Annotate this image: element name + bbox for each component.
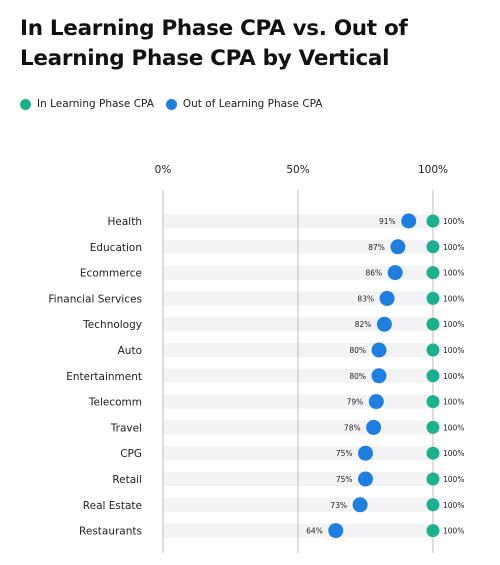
out-of-learning-point-education bbox=[390, 239, 406, 255]
out-of-learning-point-real-estate bbox=[352, 497, 368, 513]
in-learning-point-health bbox=[426, 214, 440, 228]
in-learning-label-auto: 100% bbox=[443, 346, 464, 355]
legend-item-out-of-learning: Out of Learning Phase CPA bbox=[165, 98, 323, 110]
in-learning-point-travel bbox=[426, 420, 440, 434]
out-of-learning-label-retail: 75% bbox=[336, 475, 353, 484]
in-learning-label-education: 100% bbox=[443, 243, 464, 252]
out-of-learning-label-financial-services: 83% bbox=[357, 294, 374, 303]
in-learning-label-ecommerce: 100% bbox=[443, 269, 464, 278]
out-of-learning-label-cpg: 75% bbox=[336, 449, 353, 458]
in-learning-label-entertainment: 100% bbox=[443, 372, 464, 381]
legend-dot-out-of-learning bbox=[165, 98, 177, 110]
out-of-learning-label-travel: 78% bbox=[344, 423, 361, 432]
in-learning-label-travel: 100% bbox=[443, 423, 464, 432]
in-learning-label-cpg: 100% bbox=[443, 449, 464, 458]
category-label-cpg: CPG bbox=[120, 448, 142, 460]
out-of-learning-label-real-estate: 73% bbox=[330, 501, 347, 510]
chart-title: In Learning Phase CPA vs. Out of Learnin… bbox=[20, 16, 408, 71]
out-of-learning-point-telecomm bbox=[368, 394, 384, 410]
in-learning-point-telecomm bbox=[426, 395, 440, 409]
in-learning-label-technology: 100% bbox=[443, 320, 464, 329]
legend-item-in-learning: In Learning Phase CPA bbox=[20, 98, 154, 110]
out-of-learning-point-health bbox=[401, 213, 417, 229]
out-of-learning-label-auto: 80% bbox=[349, 346, 366, 355]
in-learning-label-financial-services: 100% bbox=[443, 294, 464, 303]
out-of-learning-label-entertainment: 80% bbox=[349, 372, 366, 381]
in-learning-point-education bbox=[426, 240, 440, 254]
category-label-restaurants: Restaurants bbox=[79, 526, 142, 538]
legend-dot-in-learning bbox=[20, 98, 31, 110]
in-learning-point-ecommerce bbox=[426, 266, 440, 280]
out-of-learning-point-financial-services bbox=[379, 290, 395, 306]
category-label-real-estate: Real Estate bbox=[83, 500, 142, 512]
out-of-learning-label-technology: 82% bbox=[355, 320, 372, 329]
in-learning-label-telecomm: 100% bbox=[443, 398, 464, 407]
legend: In Learning Phase CPA Out of Learning Ph… bbox=[20, 98, 335, 110]
in-learning-point-restaurants bbox=[426, 524, 440, 538]
category-label-ecommerce: Ecommerce bbox=[80, 268, 142, 280]
category-label-retail: Retail bbox=[112, 474, 142, 486]
x-tick-label-0: 0% bbox=[155, 164, 172, 176]
category-label-financial-services: Financial Services bbox=[48, 293, 142, 305]
category-label-health: Health bbox=[108, 216, 142, 228]
out-of-learning-point-cpg bbox=[358, 445, 373, 461]
in-learning-label-retail: 100% bbox=[443, 475, 464, 484]
in-learning-point-technology bbox=[426, 317, 440, 331]
category-label-auto: Auto bbox=[118, 345, 142, 357]
in-learning-label-health: 100% bbox=[443, 217, 464, 226]
in-learning-point-entertainment bbox=[426, 369, 440, 383]
category-label-telecomm: Telecomm bbox=[88, 397, 142, 409]
out-of-learning-label-telecomm: 79% bbox=[347, 398, 364, 407]
out-of-learning-label-restaurants: 64% bbox=[306, 527, 323, 536]
category-label-travel: Travel bbox=[110, 422, 142, 434]
out-of-learning-label-ecommerce: 86% bbox=[366, 269, 383, 278]
out-of-learning-point-auto bbox=[371, 342, 387, 358]
category-label-entertainment: Entertainment bbox=[66, 371, 142, 383]
category-label-education: Education bbox=[90, 242, 142, 254]
out-of-learning-point-entertainment bbox=[371, 368, 387, 384]
out-of-learning-point-retail bbox=[358, 471, 373, 487]
in-learning-label-real-estate: 100% bbox=[443, 501, 464, 510]
out-of-learning-point-restaurants bbox=[328, 523, 344, 539]
in-learning-point-retail bbox=[426, 472, 440, 486]
legend-label-out-of-learning: Out of Learning Phase CPA bbox=[182, 98, 323, 110]
out-of-learning-point-technology bbox=[376, 316, 392, 332]
out-of-learning-label-health: 91% bbox=[379, 217, 396, 226]
legend-label-in-learning: In Learning Phase CPA bbox=[37, 98, 154, 110]
x-tick-label-100: 100% bbox=[418, 164, 448, 176]
out-of-learning-label-education: 87% bbox=[368, 243, 385, 252]
in-learning-point-cpg bbox=[426, 446, 440, 460]
in-learning-point-financial-services bbox=[426, 291, 440, 305]
out-of-learning-point-ecommerce bbox=[387, 265, 403, 281]
in-learning-label-restaurants: 100% bbox=[443, 527, 464, 536]
in-learning-point-auto bbox=[426, 343, 440, 357]
x-tick-label-50: 50% bbox=[286, 164, 309, 176]
in-learning-point-real-estate bbox=[426, 498, 440, 512]
out-of-learning-point-travel bbox=[366, 419, 382, 435]
category-label-technology: Technology bbox=[82, 319, 142, 331]
